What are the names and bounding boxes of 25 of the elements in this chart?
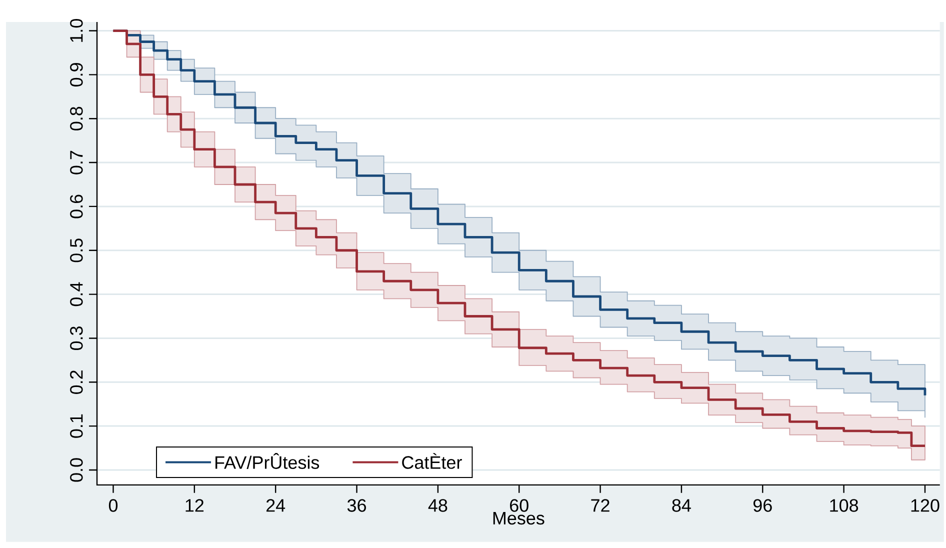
x-tick-label: 84 xyxy=(672,499,691,512)
y-tick-label: 0.4 xyxy=(70,282,83,306)
x-axis-title: Meses xyxy=(493,512,544,525)
y-tick-label: 0.5 xyxy=(70,238,83,262)
x-tick-label: 24 xyxy=(266,499,286,512)
x-tick-label: 0 xyxy=(108,499,118,512)
y-tick-label: 1.0 xyxy=(70,19,83,42)
x-tick-label: 12 xyxy=(186,499,204,512)
x-tick-label: 96 xyxy=(753,499,772,512)
y-tick-label: 0.8 xyxy=(70,106,83,130)
y-tick-label: 0.9 xyxy=(70,63,83,87)
y-tick-label: 0.6 xyxy=(70,194,83,218)
legend-label: CatÈter xyxy=(402,453,462,469)
x-tick-label: 36 xyxy=(347,499,366,512)
y-tick-label: 0.2 xyxy=(70,370,83,394)
y-tick-label: 0.7 xyxy=(70,150,83,174)
y-tick-label: 0.0 xyxy=(70,458,83,482)
y-tick-label: 0.1 xyxy=(70,414,83,438)
x-tick-label: 72 xyxy=(591,499,610,512)
legend-label: FAV/PrÛtesis xyxy=(215,453,320,469)
x-tick-label: 48 xyxy=(428,499,448,512)
x-tick-label: 120 xyxy=(911,499,940,512)
x-tick-label: 108 xyxy=(830,499,858,512)
y-tick-label: 0.3 xyxy=(70,326,83,350)
x-tick-label: 60 xyxy=(510,499,528,512)
